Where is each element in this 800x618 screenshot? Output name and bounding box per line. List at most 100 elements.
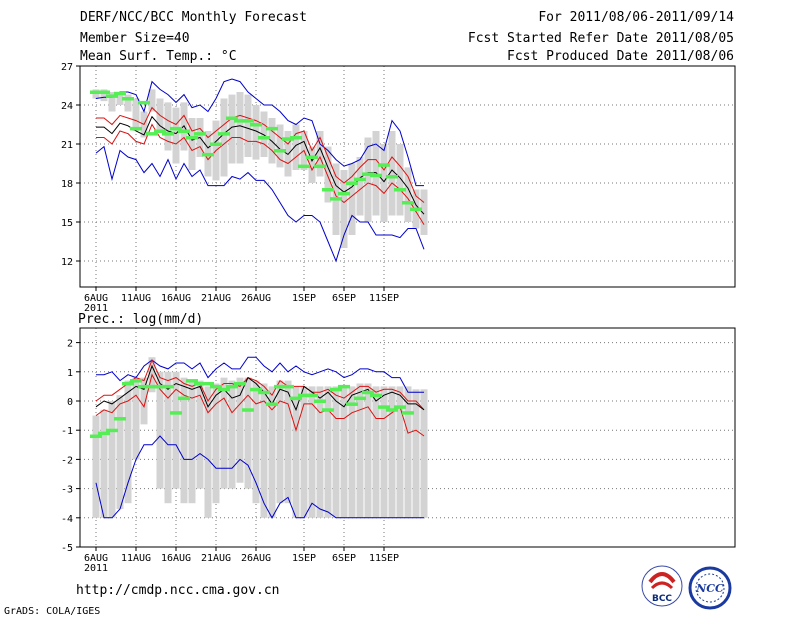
median-marker — [322, 188, 334, 192]
y-tick-label: 18 — [61, 179, 73, 190]
y-tick-label: -5 — [61, 543, 73, 554]
box-bar — [172, 371, 180, 489]
median-marker — [162, 132, 174, 136]
x-tick-label: 6AUG — [84, 293, 108, 304]
y-tick-label: 12 — [61, 257, 73, 268]
box-bar — [140, 377, 148, 425]
median-marker — [90, 90, 102, 94]
median-marker — [266, 402, 278, 406]
median-marker — [394, 188, 406, 192]
box-bar — [188, 118, 196, 170]
median-marker — [362, 172, 374, 176]
box-bar — [236, 377, 244, 483]
box-bar — [108, 92, 116, 112]
box-bar — [204, 386, 212, 518]
box-bar — [148, 89, 156, 112]
box-bar — [380, 386, 388, 518]
max-line — [96, 356, 424, 393]
y-tick-label: 21 — [61, 140, 73, 151]
median-marker — [386, 408, 398, 412]
median-marker — [322, 408, 334, 412]
box-bar — [244, 377, 252, 489]
mean-minus-sd-line — [96, 123, 425, 225]
ncc-logo: NCC — [688, 566, 732, 610]
median-marker — [410, 207, 422, 211]
median-marker — [170, 411, 182, 415]
x-tick-label: 6SEP — [332, 293, 356, 304]
chart-title: DERF/NCC/BCC Monthly Forecast — [80, 10, 307, 25]
max-line — [95, 78, 424, 187]
median-marker — [226, 384, 238, 389]
median-marker — [186, 136, 198, 140]
median-marker — [402, 201, 414, 205]
median-marker — [154, 384, 166, 389]
precip-panel-title: Prec.: log(mm/d) — [78, 312, 203, 327]
box-bar — [348, 163, 356, 235]
box-bar — [260, 111, 268, 157]
bcc-logo: BCC — [641, 565, 683, 607]
median-marker — [122, 381, 134, 386]
fcst-started-date: Fcst Started Refer Date 2011/08/05 — [467, 31, 734, 46]
median-marker — [234, 381, 246, 386]
box-bar — [388, 386, 396, 518]
median-marker — [370, 173, 382, 178]
box-bar — [172, 107, 180, 164]
min-line — [95, 435, 424, 519]
median-marker — [298, 164, 310, 169]
box-bar — [276, 380, 284, 504]
median-marker — [146, 384, 158, 389]
box-bar — [116, 395, 124, 510]
y-tick-label: -2 — [61, 455, 73, 466]
box-bar — [268, 386, 276, 518]
median-marker — [178, 396, 190, 401]
forecast-period: For 2011/08/06-2011/09/14 — [538, 10, 734, 25]
median-marker — [98, 431, 110, 436]
box-bar — [356, 157, 364, 216]
median-marker — [274, 149, 286, 153]
box-bar — [276, 124, 284, 168]
box-bar — [420, 389, 428, 518]
median-marker — [106, 94, 118, 98]
y-tick-label: -4 — [61, 514, 73, 525]
box-bar — [324, 386, 332, 518]
y-tick-label: 15 — [61, 218, 73, 229]
median-marker — [402, 411, 414, 415]
median-marker — [290, 396, 302, 401]
median-marker — [98, 90, 110, 94]
mean-plus-sd-line — [95, 358, 425, 411]
median-marker — [282, 137, 294, 141]
box-bar — [236, 92, 244, 164]
median-marker — [242, 119, 254, 123]
x-tick-label: 16AUG — [161, 553, 191, 564]
median-marker — [354, 177, 366, 182]
box-bar — [420, 189, 428, 235]
median-marker — [106, 428, 118, 433]
median-marker — [314, 399, 326, 403]
box-bar — [132, 98, 140, 131]
box-bar — [252, 380, 260, 504]
x-tick-sublabel: 2011 — [84, 563, 108, 574]
box-bar — [164, 371, 172, 504]
member-size: Member Size=40 — [80, 31, 190, 46]
median-marker — [194, 381, 206, 386]
url-text: http://cmdp.ncc.cma.gov.cn — [76, 583, 280, 598]
ncc-logo-text: NCC — [695, 582, 724, 595]
box-bar — [188, 380, 196, 504]
box-bar — [228, 380, 236, 489]
y-tick-label: 1 — [67, 368, 73, 379]
median-marker — [218, 132, 230, 136]
median-marker — [378, 405, 390, 409]
median-marker — [330, 197, 342, 201]
grads-credit: GrADS: COLA/IGES — [4, 606, 100, 617]
box-bar — [404, 386, 412, 518]
box-bar — [260, 383, 268, 518]
median-marker — [346, 181, 358, 185]
median-marker — [114, 91, 126, 96]
median-marker — [354, 396, 366, 401]
median-marker — [362, 390, 374, 395]
median-marker — [194, 132, 206, 136]
median-marker — [266, 126, 278, 131]
y-tick-label: -1 — [61, 426, 73, 437]
median-marker — [338, 191, 350, 196]
box-bar — [372, 386, 380, 518]
